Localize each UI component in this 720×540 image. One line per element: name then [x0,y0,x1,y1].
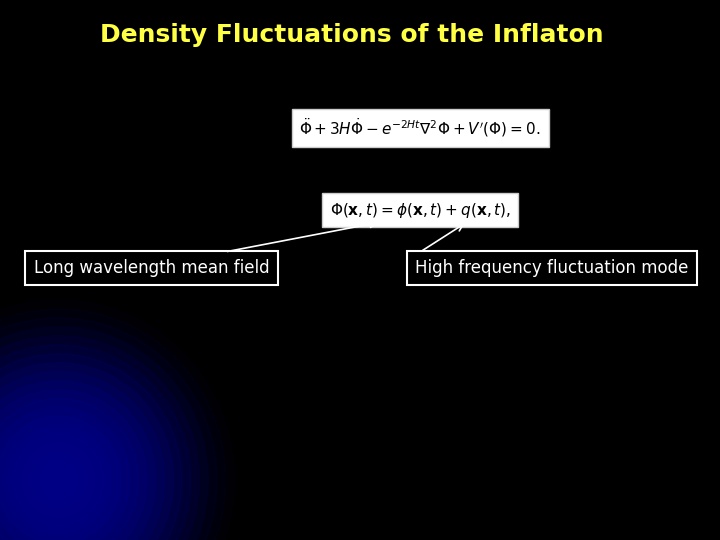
Circle shape [0,363,174,540]
Circle shape [0,372,165,540]
Circle shape [5,426,112,535]
Circle shape [0,309,226,540]
Circle shape [0,389,147,540]
Circle shape [0,345,191,540]
Circle shape [0,381,156,540]
Text: Long wavelength mean field: Long wavelength mean field [34,259,269,277]
Circle shape [0,399,138,540]
Circle shape [0,336,199,540]
Circle shape [32,452,86,508]
Text: $\Phi(\mathbf{x},t)=\phi(\mathbf{x},t)+q(\mathbf{x},t),$: $\Phi(\mathbf{x},t)=\phi(\mathbf{x},t)+q… [330,200,510,219]
Circle shape [22,443,94,517]
Circle shape [40,461,77,499]
Circle shape [0,407,130,540]
Circle shape [0,318,217,540]
Text: High frequency fluctuation mode: High frequency fluctuation mode [415,259,689,277]
Circle shape [0,354,182,540]
Circle shape [0,327,208,540]
Text: $\ddot{\Phi}+3H\dot{\Phi}-e^{-2Ht}\nabla^2\Phi+V'(\Phi)=0.$: $\ddot{\Phi}+3H\dot{\Phi}-e^{-2Ht}\nabla… [300,117,541,139]
Circle shape [14,434,104,526]
Circle shape [0,416,121,540]
Text: Density Fluctuations of the Inflaton: Density Fluctuations of the Inflaton [100,23,603,47]
Circle shape [49,470,68,490]
